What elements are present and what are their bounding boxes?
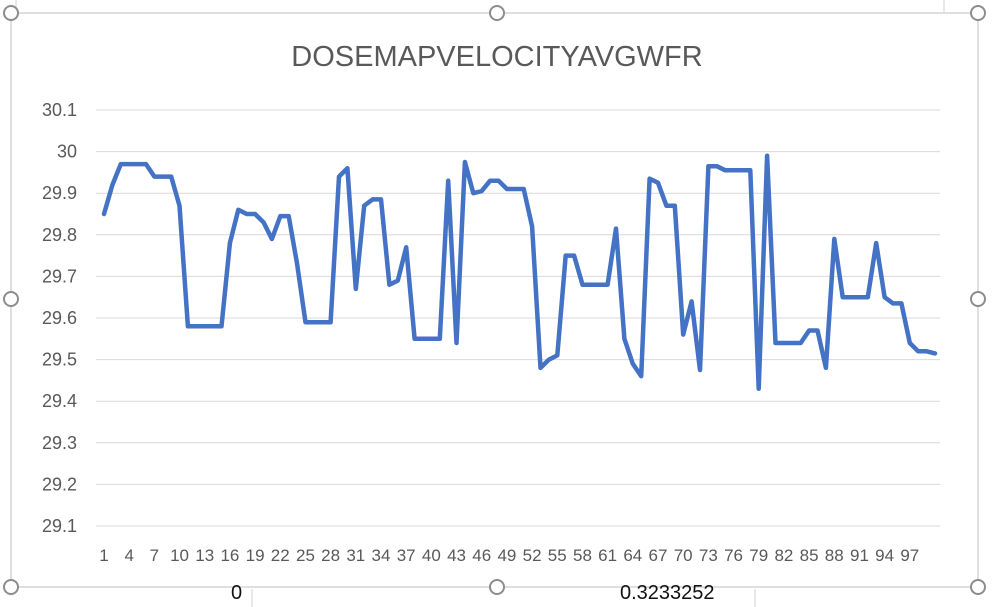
resize-handle[interactable] — [970, 291, 986, 307]
cell-value-right: 0.3233252 — [620, 582, 715, 604]
resize-handle[interactable] — [3, 5, 19, 21]
x-tick-label: 16 — [220, 546, 239, 565]
x-tick-label: 94 — [875, 546, 894, 565]
y-tick-label: 30 — [57, 142, 77, 162]
y-tick-label: 29.9 — [42, 183, 77, 203]
x-tick-label: 73 — [699, 546, 718, 565]
y-tick-label: 29.7 — [42, 266, 77, 286]
x-tick-label: 88 — [825, 546, 844, 565]
x-tick-label: 61 — [598, 546, 617, 565]
x-tick-label: 4 — [124, 546, 133, 565]
x-tick-label: 58 — [573, 546, 592, 565]
y-tick-label: 29.3 — [42, 433, 77, 453]
x-tick-label: 1 — [99, 546, 108, 565]
chart-title: DOSEMAPVELOCITYAVGWFR — [291, 41, 702, 73]
y-tick-label: 29.1 — [42, 516, 77, 536]
resize-handle[interactable] — [3, 579, 19, 595]
y-tick-label: 29.4 — [42, 391, 77, 411]
x-tick-label: 79 — [749, 546, 768, 565]
x-tick-label: 37 — [397, 546, 416, 565]
y-tick-label: 29.8 — [42, 225, 77, 245]
x-tick-label: 22 — [271, 546, 290, 565]
y-tick-label: 29.5 — [42, 350, 77, 370]
chart-border — [10, 12, 979, 588]
x-tick-label: 31 — [346, 546, 365, 565]
x-tick-label: 67 — [649, 546, 668, 565]
x-tick-label: 70 — [674, 546, 693, 565]
y-tick-label: 29.6 — [42, 308, 77, 328]
x-tick-label: 91 — [850, 546, 869, 565]
x-tick-label: 64 — [623, 546, 642, 565]
x-tick-label: 76 — [724, 546, 743, 565]
x-tick-label: 7 — [150, 546, 159, 565]
x-tick-label: 97 — [900, 546, 919, 565]
resize-handle[interactable] — [970, 5, 986, 21]
resize-handle[interactable] — [970, 579, 986, 595]
x-tick-label: 10 — [170, 546, 189, 565]
x-tick-label: 25 — [296, 546, 315, 565]
x-tick-label: 49 — [497, 546, 516, 565]
x-tick-label: 34 — [372, 546, 391, 565]
y-tick-label: 30.1 — [42, 100, 77, 120]
x-tick-label: 43 — [447, 546, 466, 565]
x-tick-label: 19 — [246, 546, 265, 565]
x-tick-label: 46 — [472, 546, 491, 565]
x-tick-label: 13 — [195, 546, 214, 565]
x-tick-label: 40 — [422, 546, 441, 565]
x-tick-label: 52 — [523, 546, 542, 565]
resize-handle[interactable] — [3, 291, 19, 307]
resize-handle[interactable] — [489, 579, 505, 595]
x-tick-label: 28 — [321, 546, 340, 565]
y-tick-label: 29.2 — [42, 474, 77, 494]
x-tick-label: 85 — [800, 546, 819, 565]
x-tick-label: 82 — [774, 546, 793, 565]
cell-value-left: 0 — [231, 582, 243, 604]
x-tick-label: 55 — [548, 546, 567, 565]
series-line — [101, 153, 938, 391]
resize-handle[interactable] — [489, 5, 505, 21]
